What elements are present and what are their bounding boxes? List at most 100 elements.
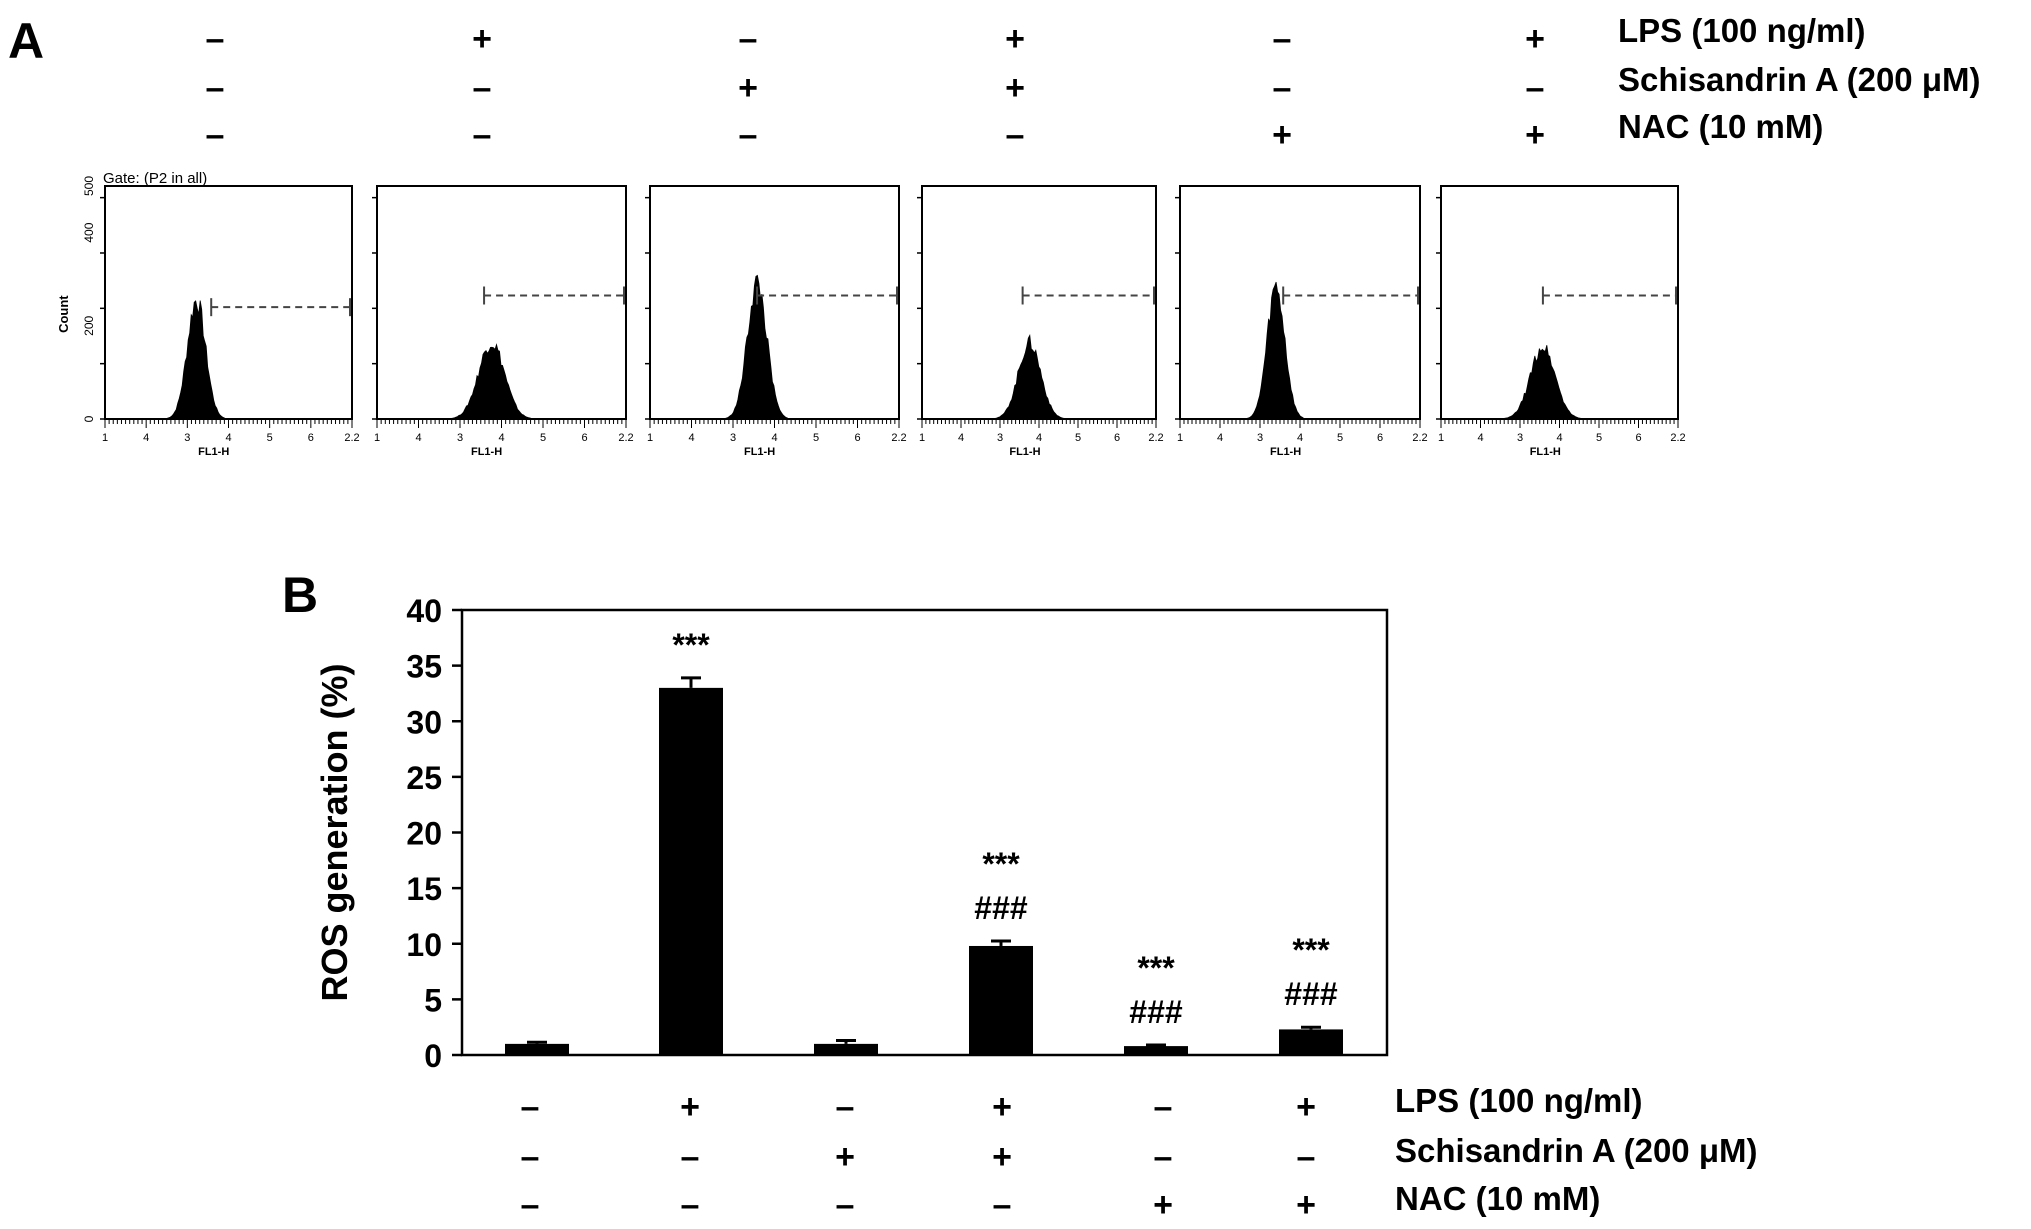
bar <box>659 687 723 1055</box>
panel-a-sign: – <box>472 116 492 154</box>
histogram-x-tick: 1 <box>1177 432 1183 444</box>
histogram-x-tick: 2.2 <box>1148 432 1163 444</box>
panel-b-sign: + <box>992 1138 1012 1176</box>
histogram-x-tick: 4 <box>1477 432 1483 444</box>
y-tick-label: 10 <box>406 927 442 963</box>
histogram-x-tick: 4 <box>688 432 694 444</box>
panel-b-sign: + <box>680 1088 700 1126</box>
y-tick-label: 40 <box>406 593 442 629</box>
histogram-x-tick: 5 <box>1337 432 1343 444</box>
histogram-x-tick: 5 <box>1075 432 1081 444</box>
significance-label: *** <box>672 627 710 663</box>
histogram-x-tick: 3 <box>1517 432 1523 444</box>
histogram-frame <box>649 185 900 420</box>
panel-b-sign: – <box>520 1138 540 1176</box>
histogram-x-tick: 6 <box>1635 432 1641 444</box>
panel-b-sign: – <box>835 1088 855 1126</box>
panel-b-sign: – <box>1296 1138 1316 1176</box>
histogram-x-tick: 3 <box>457 432 463 444</box>
panel-a-sign: – <box>1005 116 1025 154</box>
panel-a-treatment-label: Schisandrin A (200 μM) <box>1618 61 1981 98</box>
panel-a-sign: – <box>205 116 225 154</box>
bar <box>1279 1029 1343 1055</box>
panel-a-sign: + <box>1005 69 1025 107</box>
histogram-x-tick: 4 <box>1036 432 1042 444</box>
panel-b-treatment-label: NAC (10 mM) <box>1395 1180 1601 1217</box>
panel-a-sign: – <box>205 20 225 58</box>
panel-b-sign: + <box>835 1138 855 1176</box>
histogram-y-tick: 500 <box>82 176 96 196</box>
panel-a-sign: + <box>472 20 492 58</box>
panel-b-sign: – <box>680 1186 700 1224</box>
histogram-peak <box>449 343 535 420</box>
panel-b-treatment-label: Schisandrin A (200 μM) <box>1395 1132 1758 1169</box>
histogram-peak <box>166 300 227 420</box>
y-tick-label: 0 <box>424 1038 442 1074</box>
bar <box>814 1043 878 1055</box>
y-axis-label: ROS generation (%) <box>314 663 355 1001</box>
panel-b-sign: – <box>1153 1088 1173 1126</box>
panel-b-sign: – <box>680 1138 700 1176</box>
significance-label: ### <box>1129 994 1183 1030</box>
panel-b-sign: + <box>1296 1088 1316 1126</box>
histogram-y-tick: 0 <box>82 415 96 422</box>
significance-label: *** <box>1137 950 1175 986</box>
panel-a-sign: + <box>1525 20 1545 58</box>
panel-b-sign: – <box>1153 1138 1173 1176</box>
histogram-x-tick: 2.2 <box>891 432 906 444</box>
gate-label: Gate: (P2 in all) <box>103 170 207 187</box>
histogram-x-tick: 3 <box>184 432 190 444</box>
histogram-x-tick: 3 <box>1257 432 1263 444</box>
histogram-x-tick: 6 <box>1377 432 1383 444</box>
histogram-x-tick: 5 <box>267 432 273 444</box>
histogram-y-tick: 200 <box>82 315 96 335</box>
panel-b-sign: – <box>835 1186 855 1224</box>
panel-b-sign: + <box>992 1088 1012 1126</box>
panel-a-sign: – <box>1272 20 1292 58</box>
panel-a-sign: + <box>1525 116 1545 154</box>
panel-a-sign: – <box>205 69 225 107</box>
histogram-x-tick: 1 <box>1438 432 1444 444</box>
significance-label: *** <box>1292 932 1330 968</box>
histogram-frame <box>104 185 353 420</box>
histogram-xlabel: FL1-H <box>1530 446 1561 458</box>
panel-b-sign: + <box>1296 1186 1316 1224</box>
y-tick-label: 15 <box>406 871 442 907</box>
histogram-x-tick: 2.2 <box>344 432 359 444</box>
panel-b-letter: B <box>282 567 319 623</box>
histogram-x-tick: 6 <box>854 432 860 444</box>
panel-a-sign: + <box>738 69 758 107</box>
histogram-x-tick: 6 <box>308 432 314 444</box>
histogram-x-tick: 2.2 <box>618 432 633 444</box>
y-tick-label: 20 <box>406 816 442 852</box>
histogram-x-tick: 4 <box>415 432 421 444</box>
y-tick-label: 25 <box>406 760 442 796</box>
significance-label: *** <box>982 846 1020 882</box>
histogram-x-tick: 6 <box>581 432 587 444</box>
histogram-x-tick: 4 <box>143 432 149 444</box>
histogram-canvas: Gate: (P2 in all) Count 0 200 400 500 1 4 3 4 5 6 2.… <box>56 170 1686 458</box>
histogram-frame <box>1179 185 1421 420</box>
histogram-xlabel: FL1-H <box>1009 446 1040 458</box>
histogram-peak <box>993 333 1066 420</box>
panel-a-sign: – <box>472 69 492 107</box>
panel-a-treatment-label: LPS (100 ng/ml) <box>1618 12 1866 49</box>
y-tick-label: 35 <box>406 649 442 685</box>
histogram-peak <box>1502 345 1583 420</box>
histogram-x-tick: 2.2 <box>1412 432 1427 444</box>
histogram-x-tick: 4 <box>771 432 777 444</box>
histogram-frame <box>1440 185 1679 420</box>
panel-b-sign: – <box>992 1186 1012 1224</box>
histogram-x-tick: 5 <box>813 432 819 444</box>
bar <box>505 1043 569 1055</box>
panel-a-sign: + <box>1272 116 1292 154</box>
histogram-x-tick: 3 <box>730 432 736 444</box>
histogram-x-tick: 1 <box>374 432 380 444</box>
histogram-x-tick: 4 <box>498 432 504 444</box>
histogram-x-tick: 4 <box>958 432 964 444</box>
panel-b-sign: – <box>520 1186 540 1224</box>
histogram-x-tick: 3 <box>997 432 1003 444</box>
significance-label: ### <box>974 890 1028 926</box>
panel-a-treatment-label: NAC (10 mM) <box>1618 108 1824 145</box>
